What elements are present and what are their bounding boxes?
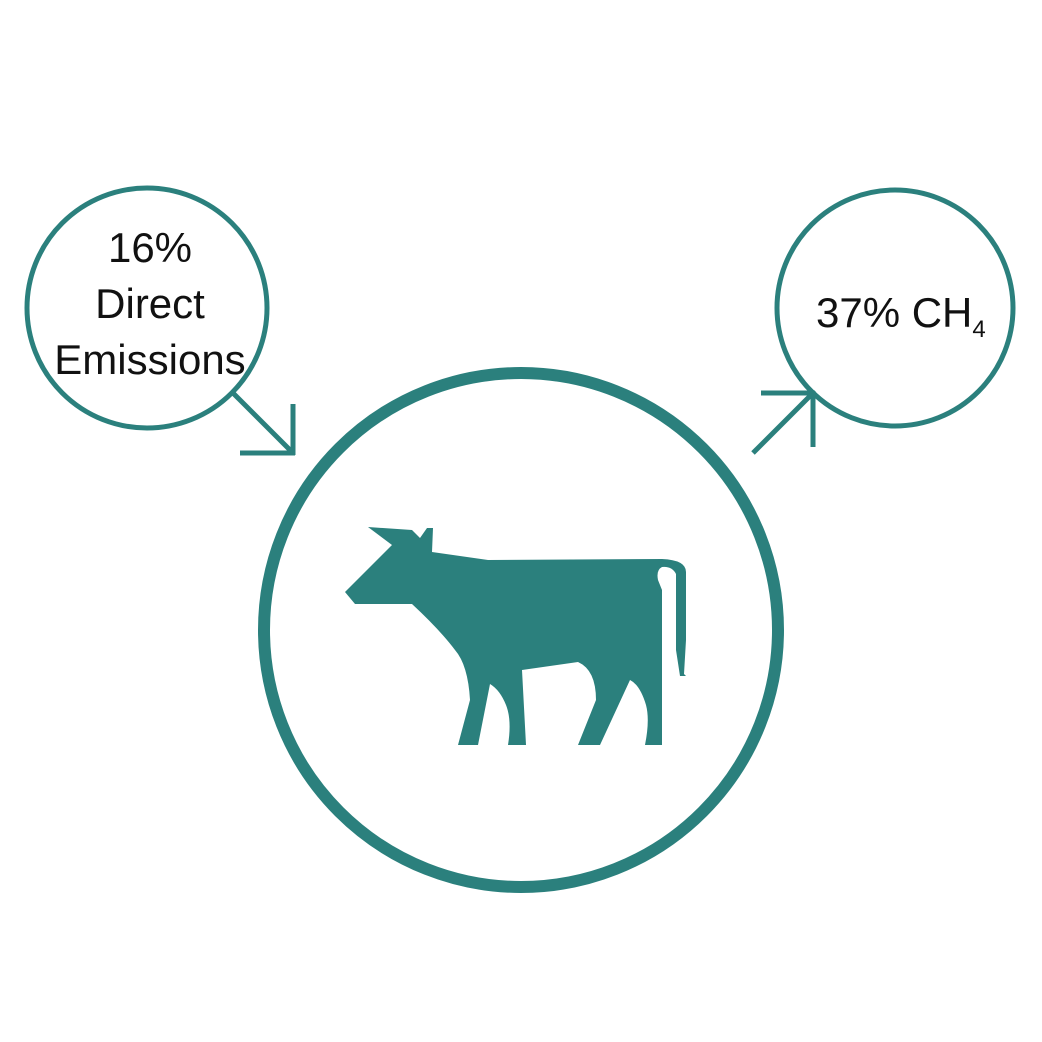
direct-label: Direct xyxy=(95,280,205,327)
input-bubble-label: 16% Direct Emissions xyxy=(30,220,270,388)
emissions-label: Emissions xyxy=(54,336,246,383)
direct-emissions-percent: 16% xyxy=(107,224,193,271)
output-bubble-label: 37% CH4 xyxy=(780,292,1040,342)
methane-subscript: 4 xyxy=(972,316,986,343)
output-bubble xyxy=(774,187,1016,429)
arrow-down-right-icon xyxy=(231,391,296,456)
input-bubble xyxy=(24,185,270,431)
methane-percent-label: 37% CH xyxy=(816,289,973,336)
cow-icon xyxy=(345,527,686,745)
source-circle xyxy=(258,367,784,893)
arrow-up-right-icon xyxy=(751,390,816,455)
